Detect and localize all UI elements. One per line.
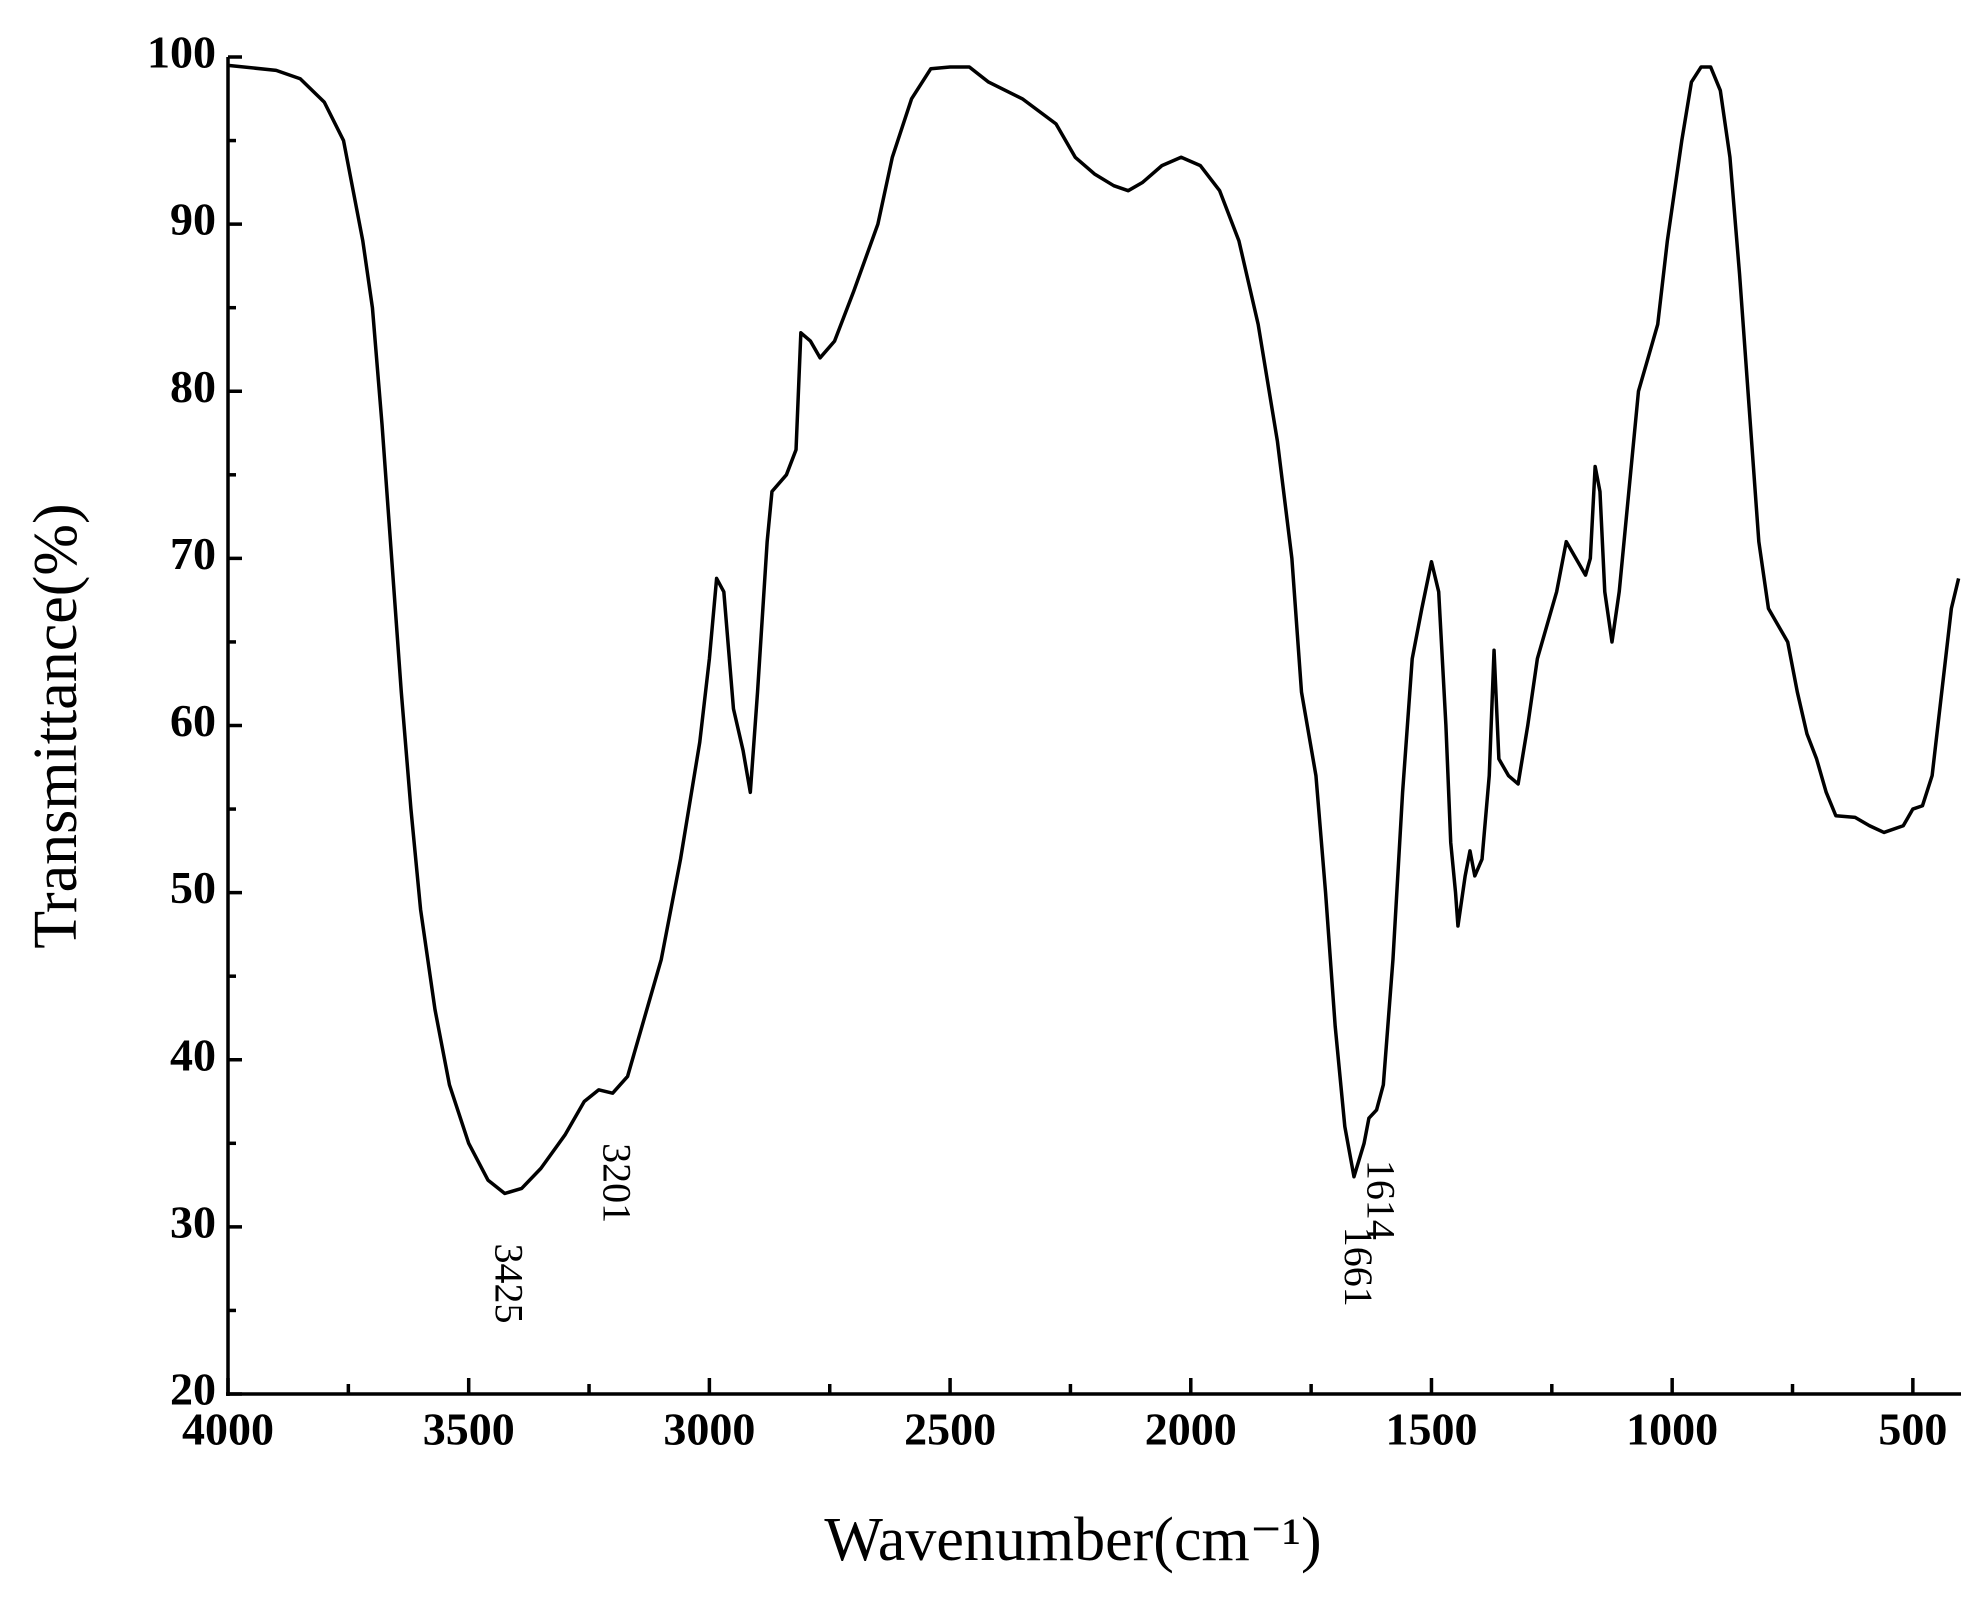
spectrum-line bbox=[227, 63, 1961, 1196]
y-tick-label: 40 bbox=[170, 1029, 216, 1080]
y-tick-label: 80 bbox=[170, 361, 216, 412]
y-tick-label: 50 bbox=[170, 862, 216, 913]
y-tick-label: 70 bbox=[170, 528, 216, 579]
y-tick-label: 20 bbox=[170, 1364, 216, 1415]
peak-label: 3201 bbox=[594, 1143, 639, 1223]
x-tick-label: 1000 bbox=[1626, 1404, 1718, 1455]
x-tick-label: 3500 bbox=[423, 1404, 515, 1455]
y-tick-label: 90 bbox=[170, 194, 216, 245]
x-tick-label: 500 bbox=[1878, 1404, 1947, 1455]
peak-label: 1614 bbox=[1358, 1160, 1403, 1240]
x-axis-label: Wavenumber(cm⁻¹) bbox=[824, 1506, 1321, 1574]
x-tick-label: 1500 bbox=[1385, 1404, 1477, 1455]
x-tick-label: 2000 bbox=[1145, 1404, 1237, 1455]
y-tick-label: 60 bbox=[170, 695, 216, 746]
y-tick-label: 100 bbox=[147, 27, 216, 78]
x-tick-label: 4000 bbox=[182, 1404, 274, 1455]
peak-label: 3425 bbox=[487, 1243, 532, 1323]
x-tick-label: 2500 bbox=[904, 1404, 996, 1455]
y-tick-label: 30 bbox=[170, 1196, 216, 1247]
x-tick-label: 3000 bbox=[663, 1404, 755, 1455]
peak-label: 1661 bbox=[1336, 1227, 1381, 1307]
y-axis-label: Transmittance(%) bbox=[22, 503, 90, 948]
